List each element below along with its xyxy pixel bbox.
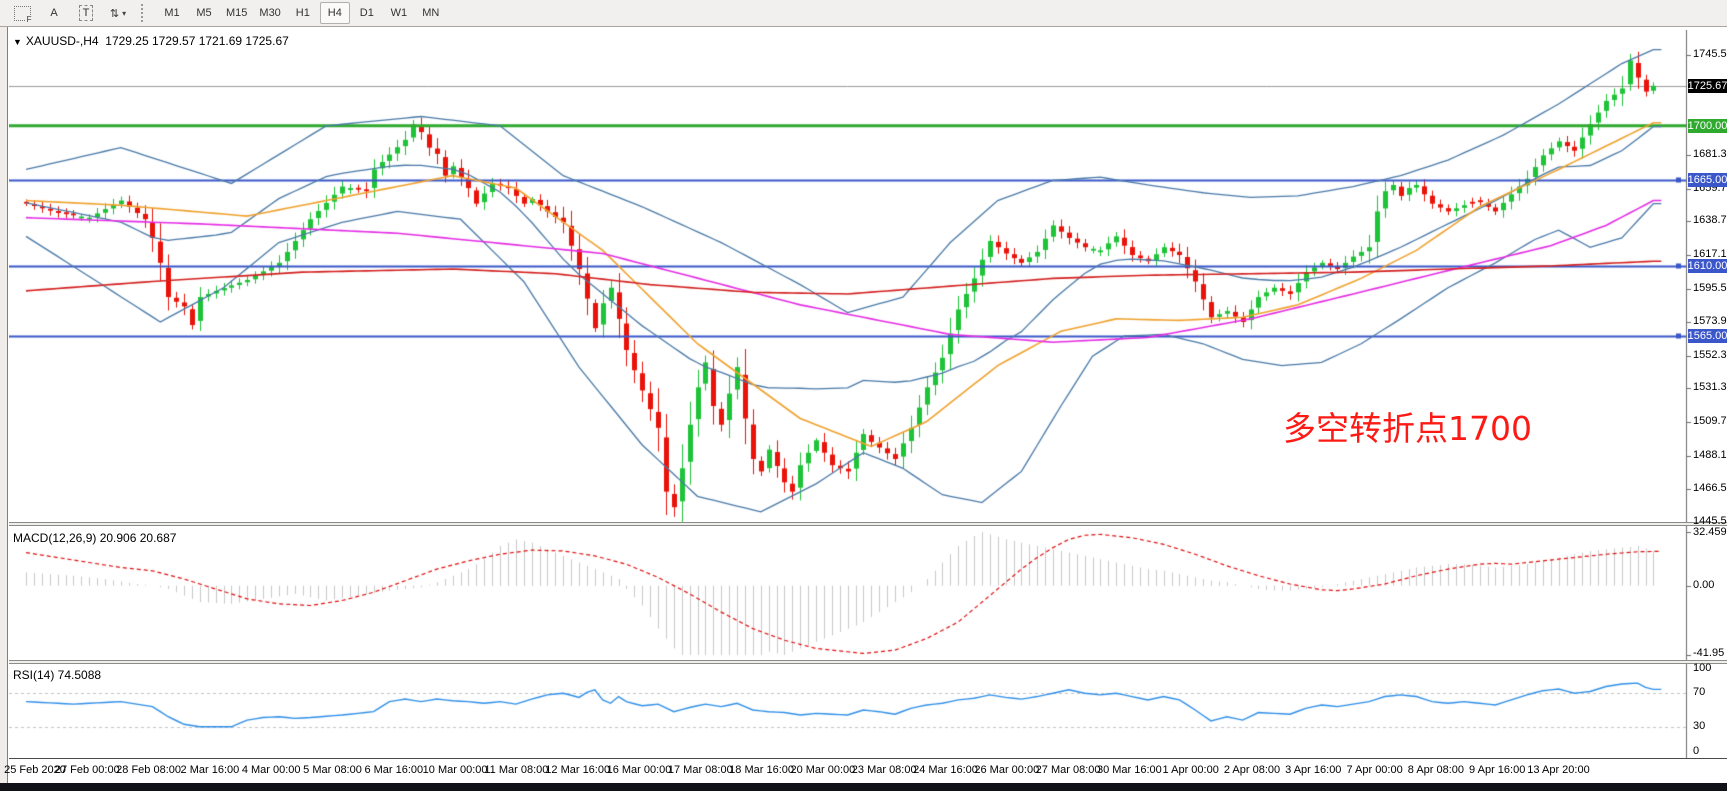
date-label: 2 Apr 08:00	[1223, 764, 1281, 776]
ohlc-values: 1729.25 1729.57 1721.69 1725.67	[105, 34, 289, 48]
price-tick-label: 1595.50	[1693, 282, 1727, 294]
arrows-icon: ⇅	[109, 7, 120, 20]
date-label: 2 Mar 16:00	[180, 764, 240, 776]
date-label: 28 Feb 08:00	[116, 764, 182, 776]
timeframe-d1-button[interactable]: D1	[359, 7, 374, 19]
date-label: 8 Apr 08:00	[1407, 764, 1465, 776]
price-tick-label: 1745.50	[1693, 48, 1727, 60]
date-label: 25 Feb 2020	[4, 764, 66, 776]
rsi-label: RSI(14) 74.5088	[13, 668, 102, 682]
timeframe-m5-button[interactable]: M5	[196, 7, 212, 19]
timeframes-group: M1 M5 M15 M30 H1 H4 D1 W1 MN	[156, 2, 447, 24]
date-label: 12 Mar 16:00	[545, 764, 611, 776]
date-label: 4 Mar 00:00	[241, 764, 301, 776]
pane-splitter-rsi[interactable]	[9, 660, 1727, 664]
price-tick-label: 1466.50	[1693, 482, 1727, 494]
price-tick-label: 1488.10	[1693, 449, 1727, 461]
date-label: 17 Mar 08:00	[667, 764, 733, 776]
macd-tick-label: 32.459	[1693, 526, 1727, 538]
date-label: 23 Mar 08:00	[851, 764, 917, 776]
arrows-tool-button[interactable]: ⇅ ▾	[103, 2, 133, 24]
date-label: 18 Mar 16:00	[729, 764, 795, 776]
text-label-icon: T	[78, 5, 94, 21]
price-tick-label: 1509.70	[1693, 415, 1727, 427]
timeframe-mn-button[interactable]: MN	[422, 7, 440, 19]
date-label: 10 Mar 00:00	[422, 764, 488, 776]
price-level-badge-1725.67: 1725.67	[1687, 79, 1727, 93]
timeframe-m15-button[interactable]: M15	[226, 7, 248, 19]
taskbar-edge	[0, 783, 1727, 791]
date-label: 27 Feb 00:00	[54, 764, 120, 776]
price-tick-label: 1445.50	[1693, 515, 1727, 527]
date-label: 27 Mar 08:00	[1035, 764, 1101, 776]
date-label: 6 Mar 16:00	[364, 764, 424, 776]
date-label: 16 Mar 00:00	[606, 764, 672, 776]
date-label: 26 Mar 00:00	[974, 764, 1040, 776]
price-tick-label: 1552.30	[1693, 349, 1727, 361]
macd-label: MACD(12,26,9) 20.906 20.687	[13, 531, 177, 545]
dotted-grid-f-icon: F	[13, 5, 33, 24]
chart-title: ▼ XAUUSD-,H4 1729.25 1729.57 1721.69 1725…	[13, 34, 289, 48]
price-level-badge-1565.00: 1565.00	[1687, 329, 1727, 343]
date-label: 3 Apr 16:00	[1285, 764, 1342, 776]
price-level-badge-1610.00: 1610.00	[1687, 259, 1727, 273]
date-label: 13 Apr 20:00	[1527, 764, 1590, 776]
text-label-tool-button[interactable]: T	[71, 2, 101, 24]
rsi-tick-label: 0	[1693, 745, 1700, 757]
rsi-tick-label: 100	[1693, 662, 1712, 674]
grid-snap-button[interactable]: F	[7, 2, 37, 24]
timeframe-w1-button[interactable]: W1	[390, 7, 408, 19]
rsi-canvas[interactable]	[9, 664, 1727, 758]
date-label: 30 Mar 16:00	[1096, 764, 1162, 776]
date-label: 5 Mar 08:00	[303, 764, 362, 776]
chevron-down-icon: ▾	[122, 8, 127, 18]
date-label: 1 Apr 00:00	[1162, 764, 1219, 776]
date-label: 7 Apr 00:00	[1346, 764, 1403, 776]
price-axis[interactable]: 1745.501681.301659.701638.701617.101595.…	[1687, 30, 1727, 527]
macd-canvas[interactable]	[9, 526, 1727, 660]
date-label: 24 Mar 16:00	[913, 764, 978, 776]
pane-splitter-macd[interactable]	[9, 522, 1727, 526]
timeframe-m1-button[interactable]: M1	[164, 7, 180, 19]
price-tick-label: 1638.70	[1693, 214, 1727, 226]
price-tick-label: 1617.10	[1693, 248, 1727, 260]
price-tick-label: 1531.30	[1693, 381, 1727, 393]
rsi-axis[interactable]: 100 70 30 0	[1688, 662, 1727, 758]
window-left-border	[0, 27, 8, 783]
macd-tick-label: 0.00	[1693, 579, 1715, 591]
toolbar-grip[interactable]	[141, 4, 148, 22]
price-level-badge-1665.00: 1665.00	[1687, 173, 1727, 187]
symbol-label: XAUUSD-,H4	[25, 34, 99, 48]
price-level-badge-1700.00: 1700.00	[1687, 119, 1727, 133]
date-label: 20 Mar 00:00	[790, 764, 856, 776]
rsi-tick-label: 70	[1693, 686, 1706, 698]
text-tool-button[interactable]: A	[39, 2, 69, 24]
main-chart-canvas[interactable]	[9, 30, 1727, 522]
time-axis[interactable]: 25 Feb 2020 27 Feb 00:00 28 Feb 08:00 2 Mar…	[4, 758, 1727, 783]
rsi-tick-label: 30	[1693, 720, 1706, 732]
date-label: 9 Apr 16:00	[1469, 764, 1526, 776]
date-label: 11 Mar 08:00	[484, 764, 549, 776]
toolbar: F A T ⇅ ▾ M1 M5 M15 M30 H1 H4 D1 W1 MN	[0, 0, 1727, 27]
macd-tick-label: -41.95	[1693, 647, 1725, 659]
symbol-dropdown-icon[interactable]: ▼	[13, 37, 22, 47]
price-tick-label: 1681.30	[1693, 148, 1727, 160]
macd-axis[interactable]: 32.459 0.00 -41.95	[1688, 526, 1727, 660]
timeframe-h1-button[interactable]: H1	[295, 7, 310, 19]
chart-annotation-text: 多空转折点1700	[1283, 409, 1532, 448]
timeframe-h4-button[interactable]: H4	[319, 2, 350, 24]
timeframe-m30-button[interactable]: M30	[259, 7, 281, 19]
price-tick-label: 1573.90	[1693, 315, 1727, 327]
letter-a-icon: A	[50, 7, 58, 19]
